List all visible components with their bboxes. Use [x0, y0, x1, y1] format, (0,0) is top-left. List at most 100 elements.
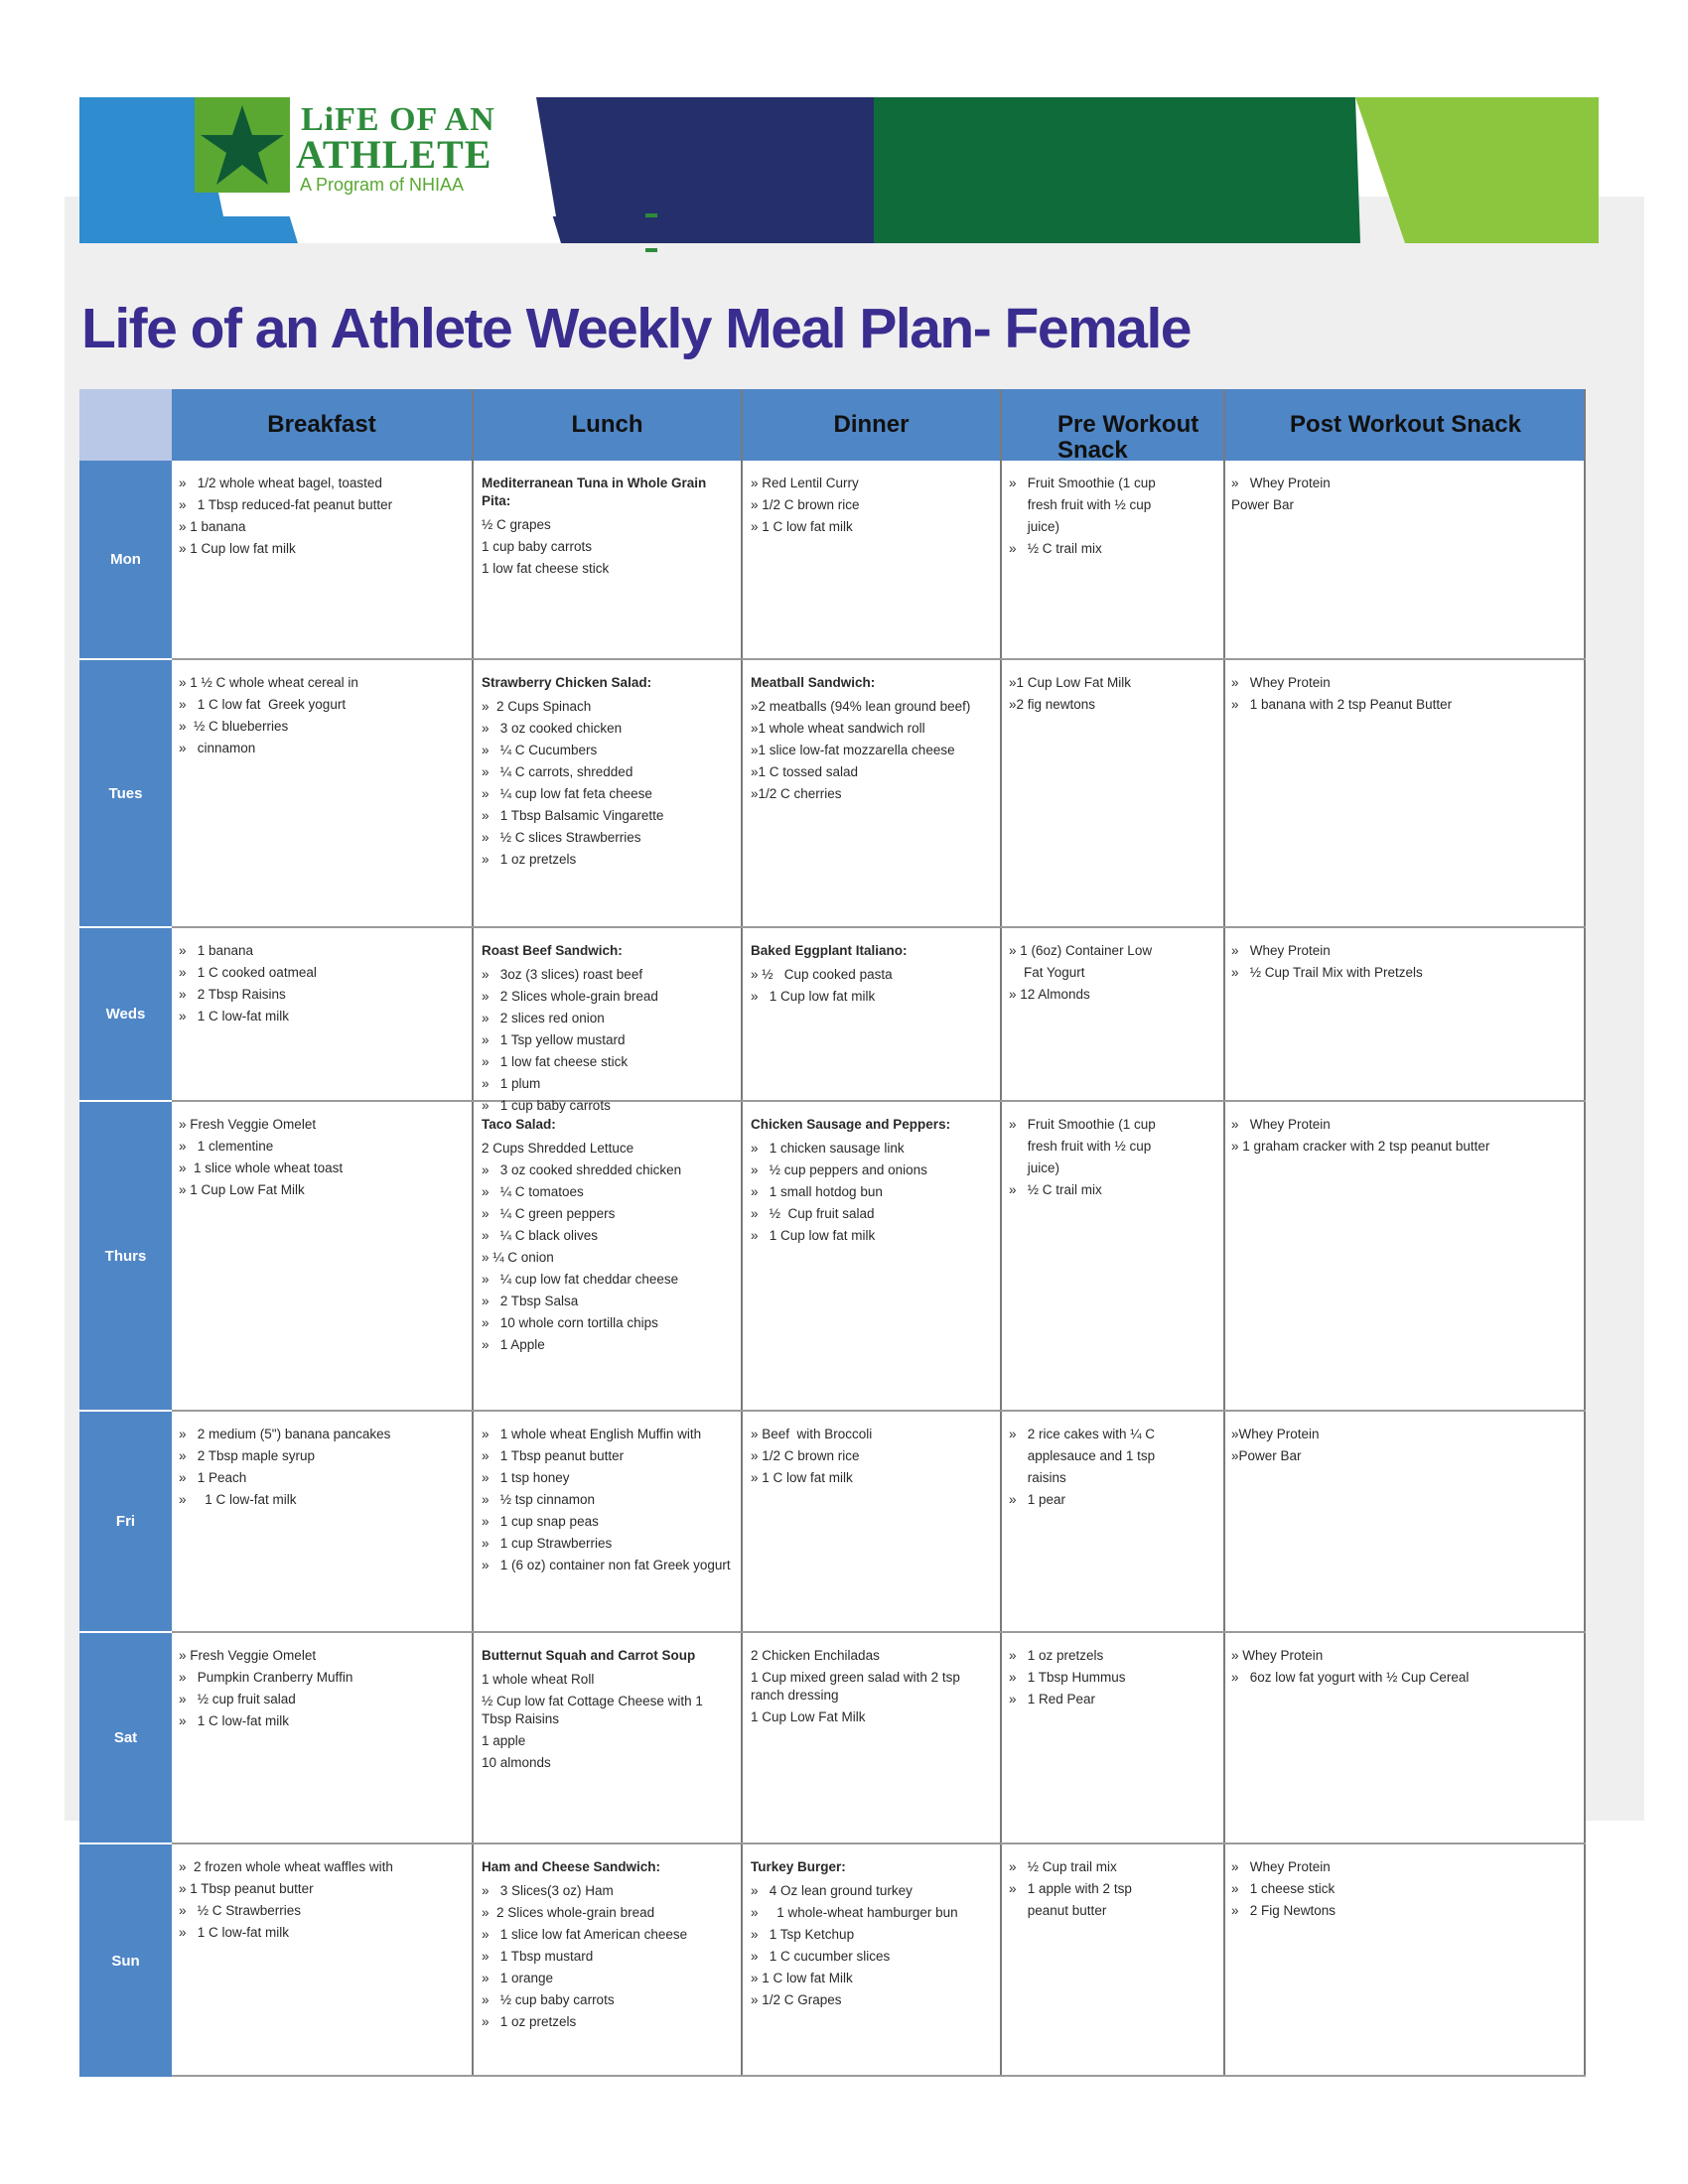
day-label-fri: Fri	[79, 1412, 172, 1631]
meal-cell-thurs-dinner: Chicken Sausage and Peppers: » 1 chicken …	[751, 1116, 995, 1249]
meal-item: » Whey Protein	[1231, 1859, 1331, 1874]
meal-item: » 1 cup Strawberries	[482, 1536, 613, 1551]
meal-item: »1/2 C cherries	[751, 786, 842, 801]
meal-item: » 10 whole corn tortilla chips	[482, 1315, 658, 1330]
meal-cell-thurs-breakfast: » Fresh Veggie Omelet » 1 clementine » 1 s…	[179, 1116, 467, 1203]
meal-title: Strawberry Chicken Salad:	[482, 675, 652, 690]
meal-cell-sat-post: » Whey Protein » 6oz low fat yogurt with …	[1231, 1647, 1579, 1691]
meal-cell-tues-breakfast: » 1 ½ C whole wheat cereal in » 1 C low f…	[179, 674, 467, 761]
meal-item: » 1 C low fat milk	[751, 519, 853, 534]
meal-cell-fri-breakfast: » 2 medium (5") banana pancakes » 2 Tbsp …	[179, 1426, 467, 1513]
meal-item: » 1 apple with 2 tsp	[1009, 1881, 1132, 1896]
meal-item: » 1 whole wheat English Muffin with	[482, 1427, 702, 1441]
row-divider	[172, 926, 1586, 928]
meal-item: » 3oz (3 slices) roast beef	[482, 967, 643, 982]
day-label-mon: Mon	[79, 461, 172, 658]
meal-item: » 12 Almonds	[1009, 987, 1090, 1002]
column-divider	[1584, 389, 1586, 2077]
meal-item: » 1 oz pretzels	[1009, 1648, 1104, 1663]
meal-item: » ¼ C black olives	[482, 1228, 599, 1243]
meal-item: » 3 Slices(3 oz) Ham	[482, 1883, 614, 1898]
meal-cell-sat-pre: » 1 oz pretzels » 1 Tbsp Hummus » 1 Red Pe…	[1009, 1647, 1219, 1712]
meal-item: » 1 Cup low fat milk	[751, 1228, 876, 1243]
row-divider	[172, 658, 1586, 660]
meal-item: » 1 chicken sausage link	[751, 1141, 905, 1156]
meal-item: » 1/2 C brown rice	[751, 497, 860, 512]
meal-cell-tues-pre: »1 Cup Low Fat Milk »2 fig newtons	[1009, 674, 1219, 718]
meal-item: » ¼ cup low fat feta cheese	[482, 786, 652, 801]
meal-cell-mon-pre: » Fruit Smoothie (1 cup fresh fruit with…	[1009, 475, 1219, 562]
row-divider	[172, 1100, 1586, 1102]
meal-item: » 3 oz cooked shredded chicken	[482, 1162, 682, 1177]
meal-item: applesauce and 1 tsp	[1009, 1448, 1156, 1463]
meal-cell-fri-dinner: » Beef with Broccoli » 1/2 C brown rice » …	[751, 1426, 995, 1491]
meal-item: » 2 medium (5") banana pancakes	[179, 1427, 391, 1441]
meal-item: juice)	[1009, 1160, 1060, 1175]
meal-item: » 1 Tsp Ketchup	[751, 1927, 855, 1942]
meal-cell-tues-dinner: Meatball Sandwich: »2 meatballs (94% lean…	[751, 674, 995, 807]
meal-cell-sun-breakfast: » 2 frozen whole wheat waffles with » 1 T…	[179, 1858, 467, 1946]
meal-item: » ½ cup fruit salad	[179, 1692, 296, 1706]
day-label-sat: Sat	[79, 1633, 172, 1843]
meal-cell-sat-lunch: Butternut Squah and Carrot Soup 1 whole w…	[482, 1647, 736, 1776]
column-header-lunch: Lunch	[474, 389, 741, 461]
column-header-breakfast: Breakfast	[172, 389, 472, 461]
meal-item: » 1 (6oz) Container Low	[1009, 943, 1153, 958]
meal-cell-weds-lunch: Roast Beef Sandwich: » 3oz (3 slices) roa…	[482, 942, 736, 1119]
meal-item: » 1 C low-fat milk	[179, 1925, 290, 1940]
meal-item: Power Bar	[1231, 497, 1295, 512]
meal-item: » 1 Cup Low Fat Milk	[179, 1182, 305, 1197]
meal-item: fresh fruit with ½ cup	[1009, 1139, 1152, 1154]
meal-item: 1 apple	[482, 1733, 526, 1748]
column-header-dinner: Dinner	[743, 389, 1000, 461]
meal-item: » ½ Cup cooked pasta	[751, 967, 893, 982]
meal-title: Butternut Squah and Carrot Soup	[482, 1648, 696, 1663]
meal-title: Roast Beef Sandwich:	[482, 943, 623, 958]
meal-cell-sun-lunch: Ham and Cheese Sandwich: » 3 Slices(3 oz)…	[482, 1858, 736, 2035]
meal-item: » 1 slice whole wheat toast	[179, 1160, 344, 1175]
header-banner: LiFE OF AN ATHLETE A Program of NHIAA	[79, 97, 1599, 243]
column-divider	[741, 389, 743, 2077]
day-label-tues: Tues	[79, 660, 172, 926]
meal-item: » 2 slices red onion	[482, 1011, 605, 1025]
row-divider	[172, 1843, 1586, 1844]
meal-item: » 1 graham cracker with 2 tsp peanut but…	[1231, 1139, 1490, 1154]
meal-item: 2 Cups Shredded Lettuce	[482, 1141, 634, 1156]
meal-item: » Whey Protein	[1231, 476, 1331, 490]
meal-cell-thurs-pre: » Fruit Smoothie (1 cup fresh fruit with…	[1009, 1116, 1219, 1203]
meal-item: » 1 Tbsp peanut butter	[179, 1881, 314, 1896]
meal-item: » Fresh Veggie Omelet	[179, 1117, 317, 1132]
meal-item: » 1 cup snap peas	[482, 1514, 599, 1529]
meal-item: peanut butter	[1009, 1903, 1107, 1918]
meal-item: » 1 Tbsp mustard	[482, 1949, 594, 1964]
meal-item: » 2 Slices whole-grain bread	[482, 989, 658, 1004]
meal-item: 1 whole wheat Roll	[482, 1672, 595, 1687]
meal-cell-weds-dinner: Baked Eggplant Italiano: » ½ Cup cooked p…	[751, 942, 995, 1010]
table-corner	[79, 389, 172, 461]
meal-cell-weds-breakfast: » 1 banana » 1 C cooked oatmeal » 2 Tbsp R…	[179, 942, 467, 1029]
meal-item: » 1 Tbsp Balsamic Vingarette	[482, 808, 664, 823]
meal-item: juice)	[1009, 519, 1060, 534]
meal-item: »Power Bar	[1231, 1448, 1302, 1463]
meal-cell-mon-post: » Whey Protein Power Bar	[1231, 475, 1579, 518]
meal-item: » 1 plum	[482, 1076, 541, 1091]
meal-item: » 1 banana	[179, 519, 246, 534]
meal-title: Chicken Sausage and Peppers:	[751, 1117, 951, 1132]
meal-item: » 2 rice cakes with ¼ C	[1009, 1427, 1156, 1441]
meal-item: fresh fruit with ½ cup	[1009, 497, 1152, 512]
meal-item: » ½ C trail mix	[1009, 1182, 1102, 1197]
logo-tagline: A Program of NHIAA	[300, 175, 465, 195]
meal-item: »2 fig newtons	[1009, 697, 1096, 712]
meal-item: » 1 slice low fat American cheese	[482, 1927, 688, 1942]
meal-item: 1 cup baby carrots	[482, 539, 593, 554]
page-title: Life of an Athlete Weekly Meal Plan- Fem…	[81, 297, 1193, 360]
row-divider	[172, 1631, 1586, 1633]
meal-item: ½ C grapes	[482, 517, 551, 532]
meal-item: » 1 Cup low fat milk	[179, 541, 296, 556]
meal-item: » 1 whole-wheat hamburger bun	[751, 1905, 958, 1920]
meal-cell-weds-post: » Whey Protein » ½ Cup Trail Mix with Pre…	[1231, 942, 1579, 986]
meal-item: » ¼ C Cucumbers	[482, 743, 598, 757]
meal-item: » 1 C low-fat milk	[179, 1492, 297, 1507]
meal-cell-tues-lunch: Strawberry Chicken Salad: » 2 Cups Spinac…	[482, 674, 736, 873]
meal-item: 10 almonds	[482, 1755, 551, 1770]
